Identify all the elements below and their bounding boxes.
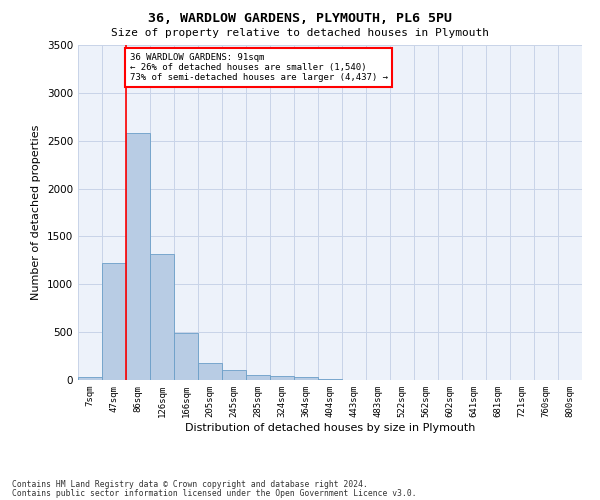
Text: Size of property relative to detached houses in Plymouth: Size of property relative to detached ho… [111,28,489,38]
Bar [318,379,342,380]
Text: 36, WARDLOW GARDENS, PLYMOUTH, PL6 5PU: 36, WARDLOW GARDENS, PLYMOUTH, PL6 5PU [148,12,452,26]
Bar [294,377,318,380]
Bar [150,254,174,380]
Bar [126,133,150,380]
Bar [174,333,198,380]
Y-axis label: Number of detached properties: Number of detached properties [31,125,41,300]
Text: 36 WARDLOW GARDENS: 91sqm
← 26% of detached houses are smaller (1,540)
73% of se: 36 WARDLOW GARDENS: 91sqm ← 26% of detac… [130,52,388,82]
Bar [222,370,246,380]
Text: Contains public sector information licensed under the Open Government Licence v3: Contains public sector information licen… [12,488,416,498]
Bar [246,375,270,380]
Bar [78,377,102,380]
Bar [198,363,222,380]
Bar [102,263,126,380]
Bar [270,376,294,380]
X-axis label: Distribution of detached houses by size in Plymouth: Distribution of detached houses by size … [185,422,475,432]
Text: Contains HM Land Registry data © Crown copyright and database right 2024.: Contains HM Land Registry data © Crown c… [12,480,368,489]
